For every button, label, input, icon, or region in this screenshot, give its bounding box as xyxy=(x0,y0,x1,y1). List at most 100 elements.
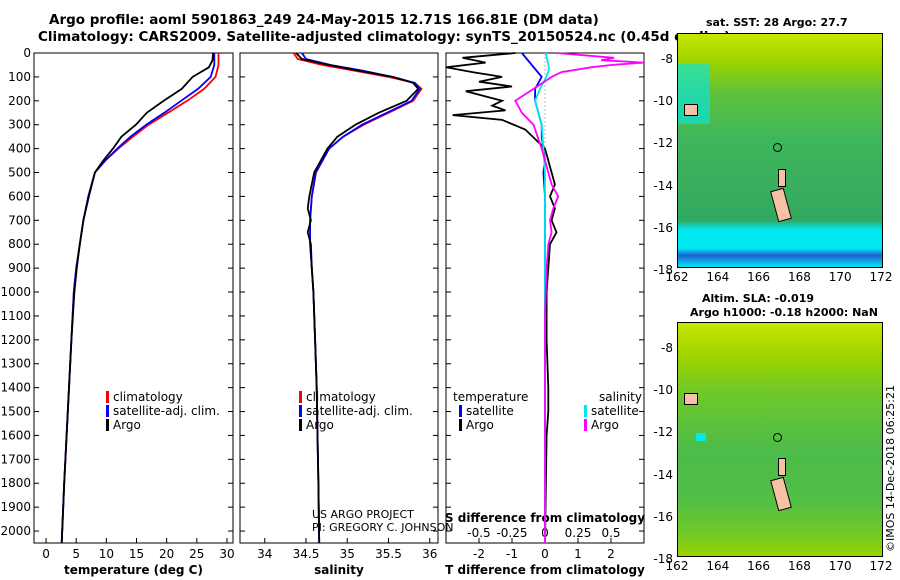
x-tick-label: 10 xyxy=(99,547,114,561)
map-x-tick-label: 164 xyxy=(706,270,730,284)
sla-map-x-ticks: 162 164 166 168 170 172 xyxy=(666,559,893,573)
map-y-tick-label: -10 xyxy=(653,383,673,398)
legend-label: Argo xyxy=(113,418,141,432)
argo-marker xyxy=(773,433,782,442)
island-shape xyxy=(770,187,792,223)
legend-swatch xyxy=(459,419,462,431)
y-tick-label: 1400 xyxy=(0,381,31,395)
series-line xyxy=(60,52,214,544)
top-x-tick-label: -0.25 xyxy=(496,526,527,540)
map-x-tick-label: 168 xyxy=(787,559,811,573)
map-y-tick-label: -18 xyxy=(653,552,673,566)
x-tick-label: -1 xyxy=(506,547,518,561)
argo-marker xyxy=(773,143,782,152)
x-axis-label: salinity xyxy=(314,563,364,577)
x-tick-label: 0 xyxy=(541,547,549,561)
x-tick-label: 20 xyxy=(159,547,174,561)
credit-line-2: PI: GREGORY C. JOHNSON xyxy=(312,521,454,534)
y-tick-label: 1600 xyxy=(0,428,31,442)
y-tick-label: 0 xyxy=(23,46,31,60)
y-tick-label: 400 xyxy=(8,142,31,156)
map-y-tick-label: -14 xyxy=(653,178,673,193)
plot-frame-2 xyxy=(239,52,439,544)
y-tick-label: 1800 xyxy=(0,476,31,490)
legend-label: climatology xyxy=(306,390,376,404)
x-tick-label: 34 xyxy=(257,547,272,561)
legend-swatch xyxy=(299,405,302,417)
legend-label: satellite xyxy=(466,404,514,418)
top-x-tick-label: -0.5 xyxy=(467,526,490,540)
top-x-tick-label: 0.25 xyxy=(565,526,592,540)
series-line xyxy=(60,53,220,544)
y-tick-label: 1500 xyxy=(0,405,31,419)
map-x-tick-label: 162 xyxy=(665,559,689,573)
map-y-tick-label: -12 xyxy=(653,136,673,151)
legend-swatch xyxy=(584,405,587,417)
x-axis-label: T difference from climatology xyxy=(445,563,645,577)
legend-swatch xyxy=(584,419,587,431)
legend-label: climatology xyxy=(113,390,183,404)
sst-map-title: sat. SST: 28 Argo: 27.7 xyxy=(706,16,848,29)
credit-line-1: US ARGO PROJECT xyxy=(312,508,414,521)
y-tick-label: 200 xyxy=(8,94,31,108)
map-x-tick-label: 166 xyxy=(747,559,771,573)
x-tick-label: 2 xyxy=(607,547,615,561)
x-tick-label: 0 xyxy=(42,547,50,561)
x-tick-label: 30 xyxy=(219,547,234,561)
x-tick-label: 34.5 xyxy=(293,547,320,561)
map-x-tick-label: 168 xyxy=(787,270,811,284)
sla-map xyxy=(677,322,883,557)
legend-label: Argo xyxy=(591,418,619,432)
map-y-tick-label: -10 xyxy=(653,94,673,109)
series-line xyxy=(534,52,550,543)
y-tick-label: 1700 xyxy=(0,452,31,466)
map-y-tick-label: -16 xyxy=(653,220,673,235)
map-x-tick-label: 170 xyxy=(828,270,852,284)
legend-label: satellite-adj. clim. xyxy=(306,404,413,418)
chart-title-line-2: Climatology: CARS2009. Satellite-adjuste… xyxy=(38,29,731,45)
y-tick-label: 500 xyxy=(8,166,31,180)
map-y-tick-label: -18 xyxy=(653,263,673,277)
map-x-tick-label: 172 xyxy=(869,559,893,573)
island-shape xyxy=(684,104,698,116)
y-tick-label: 600 xyxy=(8,189,31,203)
sst-map-y-ticks: -8 -10 -12 -14 -16 -18 xyxy=(653,33,675,277)
series-line xyxy=(445,52,558,544)
map-x-tick-label: 164 xyxy=(706,559,730,573)
x-tick-label: 36 xyxy=(422,547,437,561)
map-x-tick-label: 172 xyxy=(869,270,893,284)
y-tick-label: 100 xyxy=(8,70,31,84)
legend-label: Argo xyxy=(466,418,494,432)
x-tick-label: 15 xyxy=(129,547,144,561)
legend-title: salinity xyxy=(599,390,642,404)
x-tick-label: 35 xyxy=(340,547,355,561)
y-tick-label: 1000 xyxy=(0,285,31,299)
y-tick-label: 700 xyxy=(8,213,31,227)
sla-map-y-ticks: -8 -10 -12 -14 -16 -18 xyxy=(653,322,675,566)
x-tick-label: 25 xyxy=(189,547,204,561)
map-y-tick-label: -8 xyxy=(661,52,673,66)
x-tick-label: 1 xyxy=(574,547,582,561)
island-shape xyxy=(778,169,786,187)
island-shape xyxy=(778,458,786,476)
legend-swatch xyxy=(106,391,109,403)
series-line xyxy=(295,52,420,544)
y-tick-label: 1100 xyxy=(0,309,31,323)
chart-title-line-1: Argo profile: aoml 5901863_249 24-May-20… xyxy=(49,12,599,28)
legend-swatch xyxy=(106,419,109,431)
legend-swatch xyxy=(299,419,302,431)
series-line xyxy=(60,53,216,544)
y-tick-label: 900 xyxy=(8,261,31,275)
x-tick-label: 5 xyxy=(72,547,80,561)
y-tick-label: 2000 xyxy=(0,524,31,538)
map-y-tick-label: -14 xyxy=(653,467,673,482)
y-tick-label: 1300 xyxy=(0,357,31,371)
map-x-tick-label: 170 xyxy=(828,559,852,573)
legend-swatch xyxy=(106,405,109,417)
map-y-tick-label: -16 xyxy=(653,509,673,524)
y-tick-label: 800 xyxy=(8,237,31,251)
x-tick-label: -2 xyxy=(473,547,485,561)
x-tick-label: 35.5 xyxy=(375,547,402,561)
island-shape xyxy=(770,476,792,512)
